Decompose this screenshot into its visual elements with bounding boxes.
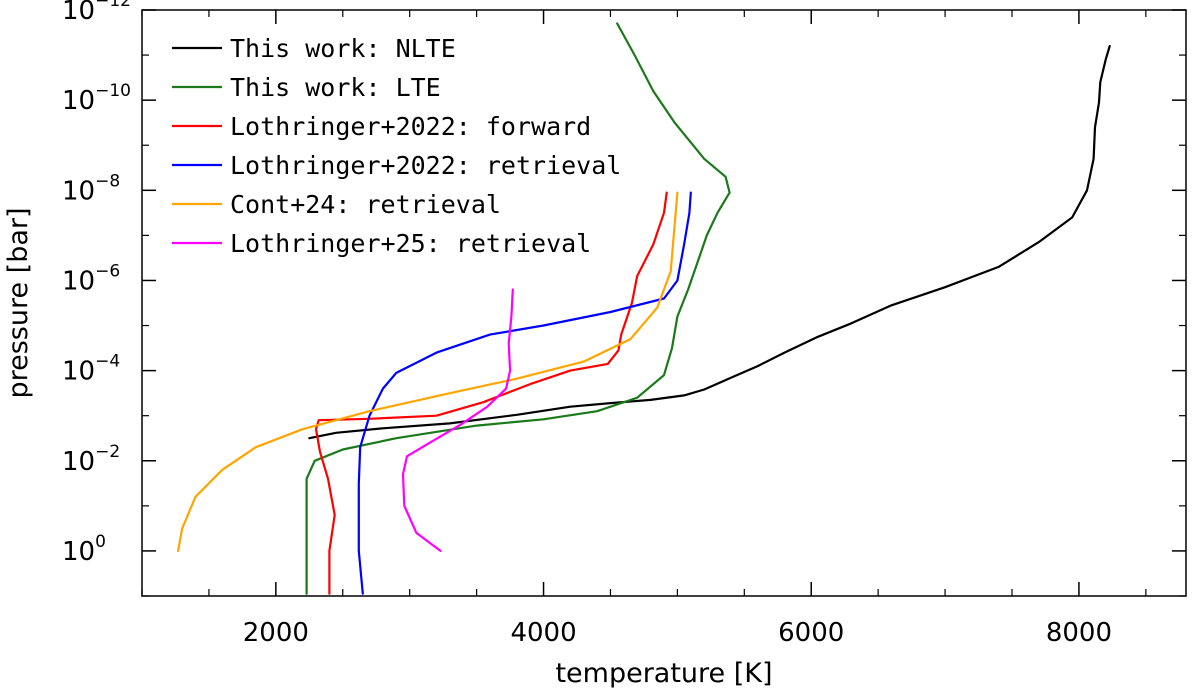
x-tick-label: 4000 xyxy=(510,618,576,648)
x-tick-label: 8000 xyxy=(1046,618,1112,648)
y-tick-exponent: −6 xyxy=(95,261,120,281)
y-tick-exponent: −2 xyxy=(95,442,120,462)
y-tick-base: 10 xyxy=(62,266,95,296)
x-tick-label: 2000 xyxy=(243,618,309,648)
legend-label: Lothringer+2022: retrieval xyxy=(230,151,621,180)
legend-label: Cont+24: retrieval xyxy=(230,190,501,219)
y-axis-title: pressure [bar] xyxy=(3,207,34,398)
y-tick-base: 10 xyxy=(62,447,95,477)
y-tick-base: 10 xyxy=(62,176,95,206)
y-tick-base: 10 xyxy=(62,537,95,567)
series-line-this-work-lte xyxy=(305,22,731,595)
y-tick-base: 10 xyxy=(62,86,95,116)
y-tick-base: 10 xyxy=(62,0,95,26)
y-tick-exponent: −8 xyxy=(95,171,120,191)
y-tick-label: 10−8 xyxy=(62,171,120,206)
y-tick-label: 10−12 xyxy=(62,0,131,26)
plot-frame xyxy=(141,9,1187,597)
series-line-this-work-nlte xyxy=(308,45,1111,440)
legend: This work: NLTE This work: LTE Lothringer+… xyxy=(172,34,621,258)
y-tick-label: 10−4 xyxy=(62,352,120,387)
y-tick-label: 10−2 xyxy=(62,442,120,477)
series-line-lothringer-2022-forward xyxy=(314,191,668,595)
series-line-lothringer-25-retrieval xyxy=(401,288,514,552)
series-line-cont-24-retrieval xyxy=(177,191,679,552)
y-tick-exponent: −12 xyxy=(95,0,131,11)
axis-ticks: 2000 4000 6000 800010010−210−410−610−810−10… xyxy=(62,0,1186,648)
series-line-lothringer-2022-retrieval xyxy=(357,191,692,595)
y-tick-base: 10 xyxy=(62,357,95,387)
y-tick-label: 10−6 xyxy=(62,261,120,296)
legend-label: This work: LTE xyxy=(230,73,441,102)
x-axis-title: temperature [K] xyxy=(555,658,772,689)
y-tick-exponent: 0 xyxy=(95,532,106,552)
series-lines xyxy=(177,22,1111,595)
x-tick-label: 6000 xyxy=(778,618,844,648)
legend-label: This work: NLTE xyxy=(230,34,456,63)
y-tick-label: 10−10 xyxy=(62,81,131,116)
y-tick-label: 100 xyxy=(62,532,106,567)
legend-label: Lothringer+2022: forward xyxy=(230,112,591,141)
y-tick-exponent: −10 xyxy=(95,81,131,101)
legend-label: Lothringer+25: retrieval xyxy=(230,229,591,258)
y-tick-exponent: −4 xyxy=(95,352,120,372)
